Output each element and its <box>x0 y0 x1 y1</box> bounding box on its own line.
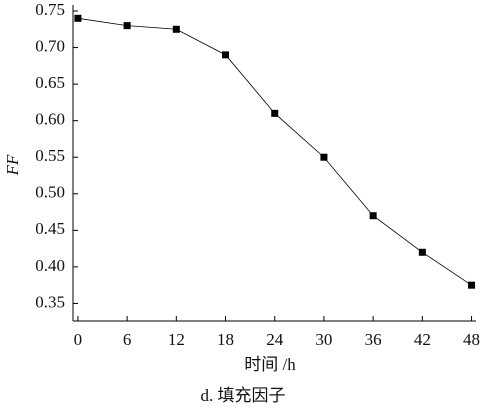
y-tick-label: 0.45 <box>35 219 65 238</box>
data-point <box>418 248 426 256</box>
data-point <box>369 212 377 220</box>
x-tick-label: 42 <box>414 330 431 349</box>
data-line <box>77 17 472 286</box>
y-axis-label: FF <box>3 154 22 176</box>
x-tick-label: 36 <box>365 330 382 349</box>
data-point <box>172 25 180 33</box>
y-tick-label: 0.55 <box>35 146 65 165</box>
data-point <box>123 22 131 30</box>
data-point <box>271 109 279 117</box>
x-tick-label: 18 <box>217 330 234 349</box>
data-point <box>222 51 230 59</box>
caption: d. 填充因子 <box>201 386 286 405</box>
x-tick-label: 0 <box>74 330 83 349</box>
x-tick-label: 6 <box>123 330 132 349</box>
data-point <box>74 14 82 22</box>
data-point <box>320 153 328 161</box>
y-tick-label: 0.65 <box>35 73 65 92</box>
y-tick-label: 0.50 <box>35 183 65 202</box>
x-tick-label: 48 <box>463 330 480 349</box>
y-tick-label: 0.35 <box>35 292 65 311</box>
x-axis-label: 时间 /h <box>244 355 296 374</box>
y-tick-label: 0.75 <box>35 0 65 19</box>
x-tick-label: 24 <box>266 330 284 349</box>
x-tick-label: 30 <box>315 330 332 349</box>
y-tick-label: 0.40 <box>35 256 65 275</box>
data-point <box>468 281 476 289</box>
x-tick-label: 12 <box>168 330 185 349</box>
y-tick-label: 0.70 <box>35 36 65 55</box>
y-tick-label: 0.60 <box>35 110 65 129</box>
